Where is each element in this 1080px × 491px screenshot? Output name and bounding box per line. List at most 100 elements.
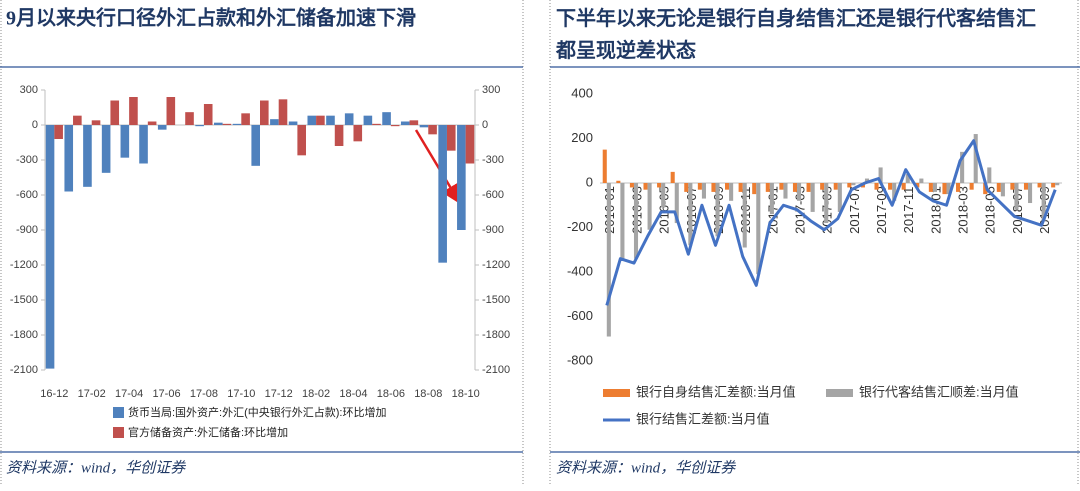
bar [363,115,373,125]
x-tick-label: 17-12 [265,388,293,400]
bar [820,183,825,190]
bar [905,174,910,183]
bar [1010,183,1015,190]
bar [1055,183,1060,186]
y-tick-label: -300 [16,154,38,166]
bar [878,167,883,183]
bar [629,183,634,188]
bar [166,97,176,125]
bar [620,183,625,261]
bar [701,183,706,199]
bar [1014,183,1019,210]
line [605,139,1057,306]
bar [661,183,666,208]
x-tick-label: 17-06 [152,388,180,400]
bar [987,167,992,183]
bar [729,183,734,201]
bar [783,183,788,199]
bar [409,120,419,125]
row-rules [0,66,1080,453]
bar [457,125,466,230]
bar [674,183,679,224]
bar [222,123,232,125]
bar [288,121,298,125]
bar [837,183,842,212]
bar [888,183,893,190]
y-tick-label: 400 [571,85,593,100]
legend-label: 货币当局:国外资产:外汇(中央银行外汇占款):环比增加 [128,405,387,419]
bar [901,183,906,190]
title-line: 下半年以来无论是银行自身结售汇还是银行代客结售汇 [556,6,1036,30]
bar [157,125,167,130]
bar [446,125,456,151]
bar [874,183,879,190]
bar [969,183,974,190]
y2-tick-label: -2100 [482,364,510,376]
bar [942,183,947,195]
x-tick-label: 17-04 [115,388,143,400]
y2-tick-label: -600 [482,189,504,201]
y-tick-label: -1200 [10,259,38,271]
bar [214,122,223,125]
bar [779,183,784,190]
x-tick-label: 18-08 [414,388,442,400]
bar [465,125,475,164]
legend-swatch [603,418,630,422]
x-tick-label: 2018-01 [928,186,943,234]
bar [307,115,317,125]
bar [438,125,447,263]
bar [382,112,391,125]
bar [120,125,130,158]
legend-label: 银行代客结售汇顺差:当月值 [859,384,1019,399]
bar [1041,183,1046,221]
x-tick-label: 2017-07 [847,186,862,234]
bar [824,183,829,224]
x-tick-label: 16-12 [40,388,68,400]
bar [334,125,344,146]
bar [203,104,213,125]
bar [996,183,1001,192]
bar [419,125,429,128]
title-line: 都呈现逆差状态 [555,38,696,62]
y-tick-label: 200 [571,130,593,145]
bar [919,178,924,183]
bar [616,180,621,183]
x-tick-label: 17-08 [190,388,218,400]
bar [711,183,716,192]
bar [725,183,730,190]
title: 下半年以来无论是银行自身结售汇还是银行代客结售汇都呈现逆差状态 [555,6,1036,62]
x-tick-label: 18-02 [302,388,330,400]
trend-arrow [414,129,461,205]
x-tick-label: 18-10 [452,388,480,400]
bar [1028,183,1033,204]
bar [756,183,761,275]
y2-tick-label: -1800 [482,329,510,341]
bar [797,183,802,201]
y-tick-label: -1800 [10,329,38,341]
legend-swatch [826,389,853,397]
bar [915,183,920,188]
y2-tick-label: 300 [482,84,500,96]
bar [752,183,757,195]
bar [91,120,101,125]
y-tick-label: -600 [16,189,38,201]
y-tick-label: -900 [16,224,38,236]
bar [806,183,811,192]
y-tick-label: 300 [20,84,38,96]
bar [372,123,381,125]
legend-label: 银行自身结售汇差额:当月值 [636,384,796,399]
bar [390,125,400,127]
y-tick-label: -200 [567,219,593,234]
bar [657,183,662,188]
bar [147,121,157,125]
bar [232,123,242,125]
bar [851,183,856,186]
x-tick-label: 17-02 [78,388,106,400]
bar [684,183,689,192]
bar [742,183,747,248]
legend-swatch [603,389,630,397]
bar [428,125,437,135]
x-tick-label: 2016-05 [657,186,672,234]
bar [956,183,961,192]
